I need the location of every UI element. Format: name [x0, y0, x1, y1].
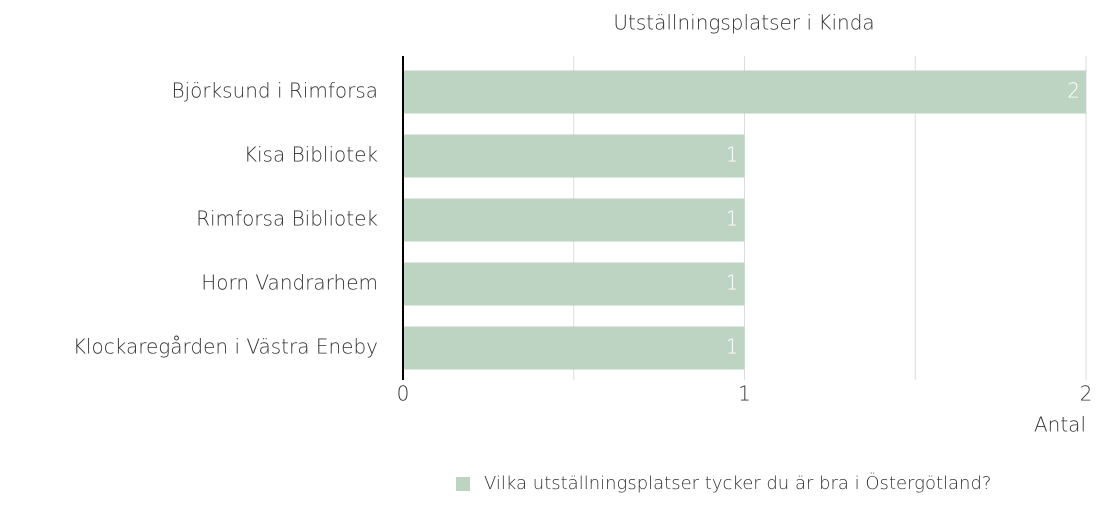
y-tick-label: Klockaregården i Västra Eneby — [73, 335, 378, 359]
data-label: 1 — [726, 143, 739, 167]
chart-title: Utställningsplatser i Kinda — [613, 11, 874, 35]
bar — [403, 70, 1086, 114]
x-axis-label: Antal — [1034, 413, 1086, 437]
data-label: 1 — [726, 335, 739, 359]
data-label: 2 — [1067, 79, 1080, 103]
legend-label: Vilka utställningsplatser tycker du är b… — [484, 472, 991, 494]
bar — [403, 326, 745, 370]
bar — [403, 262, 745, 306]
y-tick-label: Rimforsa Bibliotek — [196, 207, 378, 231]
data-label: 1 — [726, 271, 739, 295]
bar — [403, 198, 745, 242]
y-tick-label: Björksund i Rimforsa — [171, 79, 378, 103]
y-tick-label: Kisa Bibliotek — [244, 143, 378, 167]
x-tick-label: 2 — [1080, 382, 1093, 406]
legend-swatch — [456, 477, 470, 491]
y-tick-label: Horn Vandrarhem — [201, 271, 378, 295]
x-tick-label: 0 — [397, 382, 410, 406]
bar — [403, 134, 745, 178]
data-label: 1 — [726, 207, 739, 231]
x-tick-label: 1 — [738, 382, 751, 406]
